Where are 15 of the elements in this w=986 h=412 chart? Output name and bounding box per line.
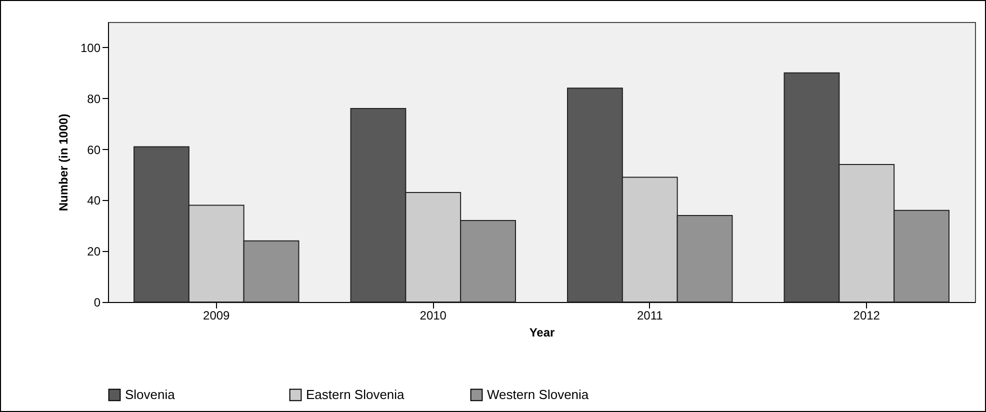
legend-label: Slovenia <box>125 386 176 402</box>
y-tick-label: 0 <box>94 296 101 310</box>
y-tick-label: 60 <box>87 142 101 157</box>
x-tick-label: 2011 <box>636 308 664 322</box>
y-tick-label: 100 <box>80 40 101 55</box>
y-axis-title: Number (in 1000) <box>56 114 70 212</box>
x-tick-label: 2009 <box>203 308 230 322</box>
y-tick-label: 40 <box>87 194 101 208</box>
legend-label: Western Slovenia <box>487 386 590 402</box>
x-tick-label: 2010 <box>420 308 447 322</box>
y-tick-label: 80 <box>87 92 101 106</box>
legend-label: Eastern Slovenia <box>306 386 406 402</box>
x-axis-title: Year <box>529 326 556 340</box>
x-tick-label: 2012 <box>853 308 880 322</box>
y-tick-label: 20 <box>87 244 101 259</box>
